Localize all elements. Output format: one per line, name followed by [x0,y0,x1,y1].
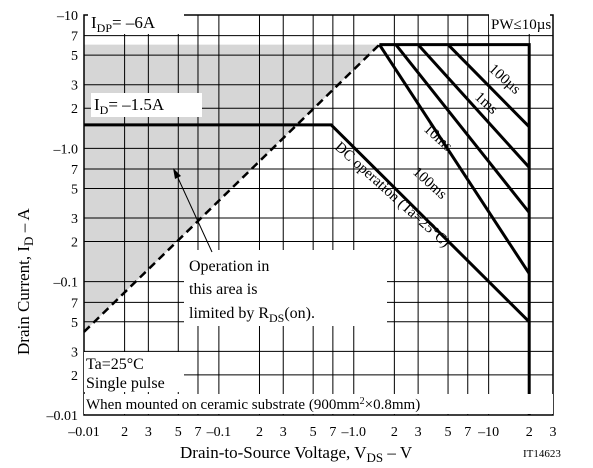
y-tick-label: 7 [71,163,78,178]
x-tick-label: –0.1 [206,425,232,440]
x-tick-label: 7 [329,425,336,440]
x-tick-label: 7 [194,425,201,440]
id-label: ID= –1.5A [94,95,165,117]
figure-code: IT14623 [523,448,561,460]
x-tick-label: –10 [477,425,499,440]
plot-frame [83,14,554,416]
x-tick-label: 2 [256,425,263,440]
series-10ms [394,43,531,214]
x-tick-label: –0.01 [67,425,100,440]
id-label-bg [91,93,202,117]
idp-label-bg [88,11,184,34]
series-layer [83,43,531,415]
x-tick-label: 3 [145,425,152,440]
single-pulse-note: Single pulse [86,375,165,392]
y-tick-label: 5 [71,182,78,197]
x-tick-label: 5 [310,425,317,440]
operation-note-line3: limited by RDS(on). [189,305,315,325]
series-dc-operation-ta-25-c [84,123,531,323]
label-100us: 100µs [485,61,523,98]
y-tick-label: 2 [71,102,78,117]
y-tick-label: 3 [71,345,78,360]
operation-note-bg [184,250,387,326]
idp-label: IDP= –6A [91,13,156,35]
y-axis-title: Drain Current, ID – A [14,207,36,355]
ta-note-bg [84,352,184,392]
series-100-s [446,43,531,128]
annotation-arrow-head [173,168,181,179]
x-tick-label: 7 [464,425,471,440]
x-tick-label: 2 [391,425,398,440]
mounted-note: When mounted on ceramic substrate (900mm… [86,396,420,413]
x-tick-label: 3 [550,425,557,440]
y-tick-label: 7 [71,296,78,311]
x-tick-label: 3 [280,425,287,440]
y-tick-label: 3 [71,212,78,227]
y-tick-label: 3 [71,79,78,94]
operation-note-line2: this area is [189,281,257,298]
y-tick-label: –0.1 [53,276,79,291]
y-tick-label: –1.0 [53,142,79,157]
y-tick-label: 2 [71,236,78,251]
operation-note-line1: Operation in [189,258,269,275]
y-tick-label: 7 [71,30,78,45]
x-tick-label: 2 [526,425,533,440]
x-tick-label: –1.0 [341,425,367,440]
mounted-note-bg [84,394,553,414]
series-pw-10-s [379,43,531,415]
x-axis-title: Drain-to-Source Voltage, VDS – V [180,443,413,465]
series-1ms [416,43,531,169]
series-100ms [378,43,531,275]
tick-label-layer: –0.01 2 3 5 7 –0.1 2 3 5 7 –1.0 2 3 5 7 –10 2 3–107532–1.… [46,9,557,440]
series-rds-on-limit [83,43,381,333]
x-tick-label: 2 [121,425,128,440]
x-tick-label: 5 [445,425,452,440]
annotation-arrow [177,177,213,253]
label-10ms: 10ms [420,121,455,155]
pw-label: PW≤10µs [491,17,551,33]
y-tick-label: 2 [71,369,78,384]
y-tick-label: –0.01 [46,409,79,424]
ta-note: Ta=25°C [86,356,144,373]
y-tick-label: –10 [56,9,78,24]
y-tick-label: 5 [71,49,78,64]
label-100ms: 100ms [409,164,450,203]
y-tick-label: 5 [71,316,78,331]
x-tick-label: 3 [415,425,422,440]
pw-label-bg [489,14,550,34]
x-tick-label: 5 [175,425,182,440]
